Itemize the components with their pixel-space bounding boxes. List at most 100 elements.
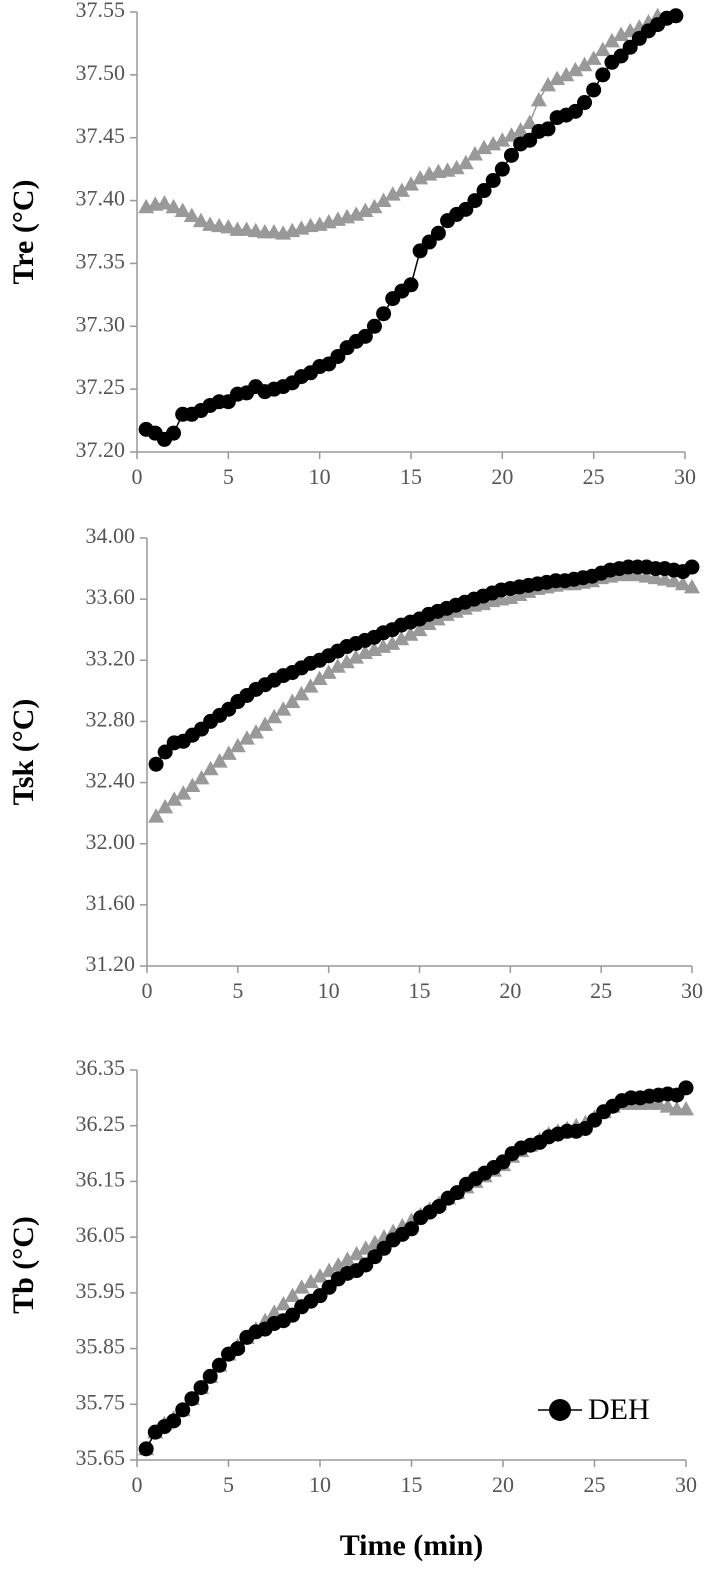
circle-marker: [175, 1402, 191, 1418]
y-tick-label: 32.40: [86, 768, 136, 793]
triangle-marker: [275, 701, 292, 716]
triangle-marker: [375, 192, 392, 207]
triangle-marker: [576, 56, 593, 72]
y-tick-label: 33.20: [86, 645, 136, 670]
triangle-marker: [284, 693, 301, 708]
circle-marker: [467, 193, 483, 209]
triangle-marker: [293, 1279, 310, 1294]
triangle-marker: [384, 186, 401, 201]
x-tick-label: 15: [401, 1472, 423, 1497]
y-tick-label: 36.25: [76, 1111, 126, 1136]
legend-label: DEH: [588, 1393, 650, 1426]
triangle-marker: [275, 1296, 292, 1311]
triangle-marker: [411, 621, 428, 637]
circle-marker: [494, 161, 510, 177]
triangle-marker: [402, 626, 419, 641]
y-tick-label: 32.80: [86, 706, 136, 731]
triangle-marker: [284, 1287, 301, 1303]
circle-marker: [430, 225, 446, 241]
triangle-marker: [302, 678, 319, 693]
x-tick-label: 15: [409, 978, 431, 1003]
circle-marker: [485, 172, 501, 188]
triangle-marker: [476, 139, 493, 155]
triangle-marker: [338, 653, 355, 669]
triangle-marker: [485, 136, 502, 151]
x-tick-label: 30: [675, 1472, 697, 1497]
triangle-marker: [512, 122, 529, 137]
triangle-marker: [412, 169, 429, 185]
triangle-marker: [521, 114, 538, 130]
y-tick-label: 35.85: [76, 1334, 126, 1359]
triangle-marker: [302, 1273, 319, 1289]
triangle-marker: [184, 777, 201, 793]
triangle-marker: [293, 685, 310, 701]
x-tick-label: 5: [223, 464, 234, 489]
triangle-marker: [311, 670, 328, 686]
triangle-marker: [156, 195, 173, 210]
triangle-marker: [348, 206, 365, 221]
circle-marker: [540, 121, 556, 137]
y-tick-label: 37.45: [76, 123, 126, 148]
y-tick-label: 32.00: [86, 829, 136, 854]
x-tick-label: 30: [681, 978, 703, 1003]
triangle-marker: [678, 1101, 694, 1116]
triangle-marker: [357, 202, 374, 218]
y-tick-label: 35.75: [76, 1389, 126, 1414]
x-tick-label: 10: [309, 464, 331, 489]
triangle-marker: [166, 791, 183, 806]
triangle-marker: [613, 26, 630, 42]
y-tick-label: 37.50: [76, 60, 126, 85]
series-line: [155, 566, 693, 765]
triangle-marker: [665, 572, 682, 588]
triangle-marker: [420, 615, 437, 630]
triangle-marker: [684, 578, 700, 594]
circle-marker: [211, 1357, 227, 1373]
triangle-marker: [248, 724, 264, 739]
triangle-marker: [238, 730, 255, 745]
y-axis-label: Tsk (°C): [7, 699, 40, 806]
y-tick-label: 31.20: [86, 951, 136, 976]
circle-marker: [166, 425, 182, 441]
triangle-marker: [347, 649, 364, 664]
circle-marker: [577, 95, 593, 111]
triangle-marker: [366, 198, 383, 214]
subplot: 31.20 31.60 32.00 32.40 32.80 33.20 33.60 34.00…: [7, 523, 703, 1003]
triangle-marker: [312, 1268, 328, 1283]
triangle-marker: [183, 207, 200, 223]
triangle-marker: [175, 785, 192, 800]
x-tick-label: 5: [232, 978, 243, 1003]
triangle-marker: [650, 1095, 667, 1110]
y-tick-label: 37.30: [76, 311, 126, 336]
triangle-marker: [266, 708, 283, 724]
circle-marker: [668, 8, 684, 24]
triangle-marker: [448, 159, 465, 175]
circle-marker: [138, 1441, 154, 1457]
triangle-marker: [549, 70, 566, 86]
x-tick-label: 0: [132, 1472, 143, 1497]
triangle-marker: [220, 745, 237, 760]
triangle-marker: [330, 1257, 347, 1272]
triangle-marker: [357, 1240, 374, 1255]
triangle-marker: [403, 176, 419, 191]
y-tick-label: 37.25: [76, 374, 126, 399]
subplot: 37.20 37.25 37.30 37.35 37.40 37.45 37.50 37.55…: [7, 0, 696, 489]
triangle-marker: [530, 92, 547, 107]
y-axis-label: Tb (°C): [7, 1216, 40, 1314]
triangle-marker: [165, 198, 182, 214]
x-tick-label: 25: [583, 464, 605, 489]
triangle-marker: [202, 760, 219, 776]
y-axis-label: Tre (°C): [7, 179, 40, 284]
triangle-marker: [393, 630, 410, 646]
triangle-marker: [384, 635, 401, 650]
triangle-marker: [393, 182, 410, 197]
y-tick-label: 37.35: [76, 248, 126, 273]
triangle-marker: [603, 32, 620, 48]
circle-marker: [193, 1380, 209, 1396]
circle-marker: [404, 1221, 419, 1237]
y-tick-label: 37.20: [76, 437, 126, 462]
y-tick-label: 37.55: [76, 0, 126, 22]
circle-marker: [684, 559, 700, 575]
circle-marker: [157, 744, 173, 760]
circle-marker: [586, 82, 602, 98]
